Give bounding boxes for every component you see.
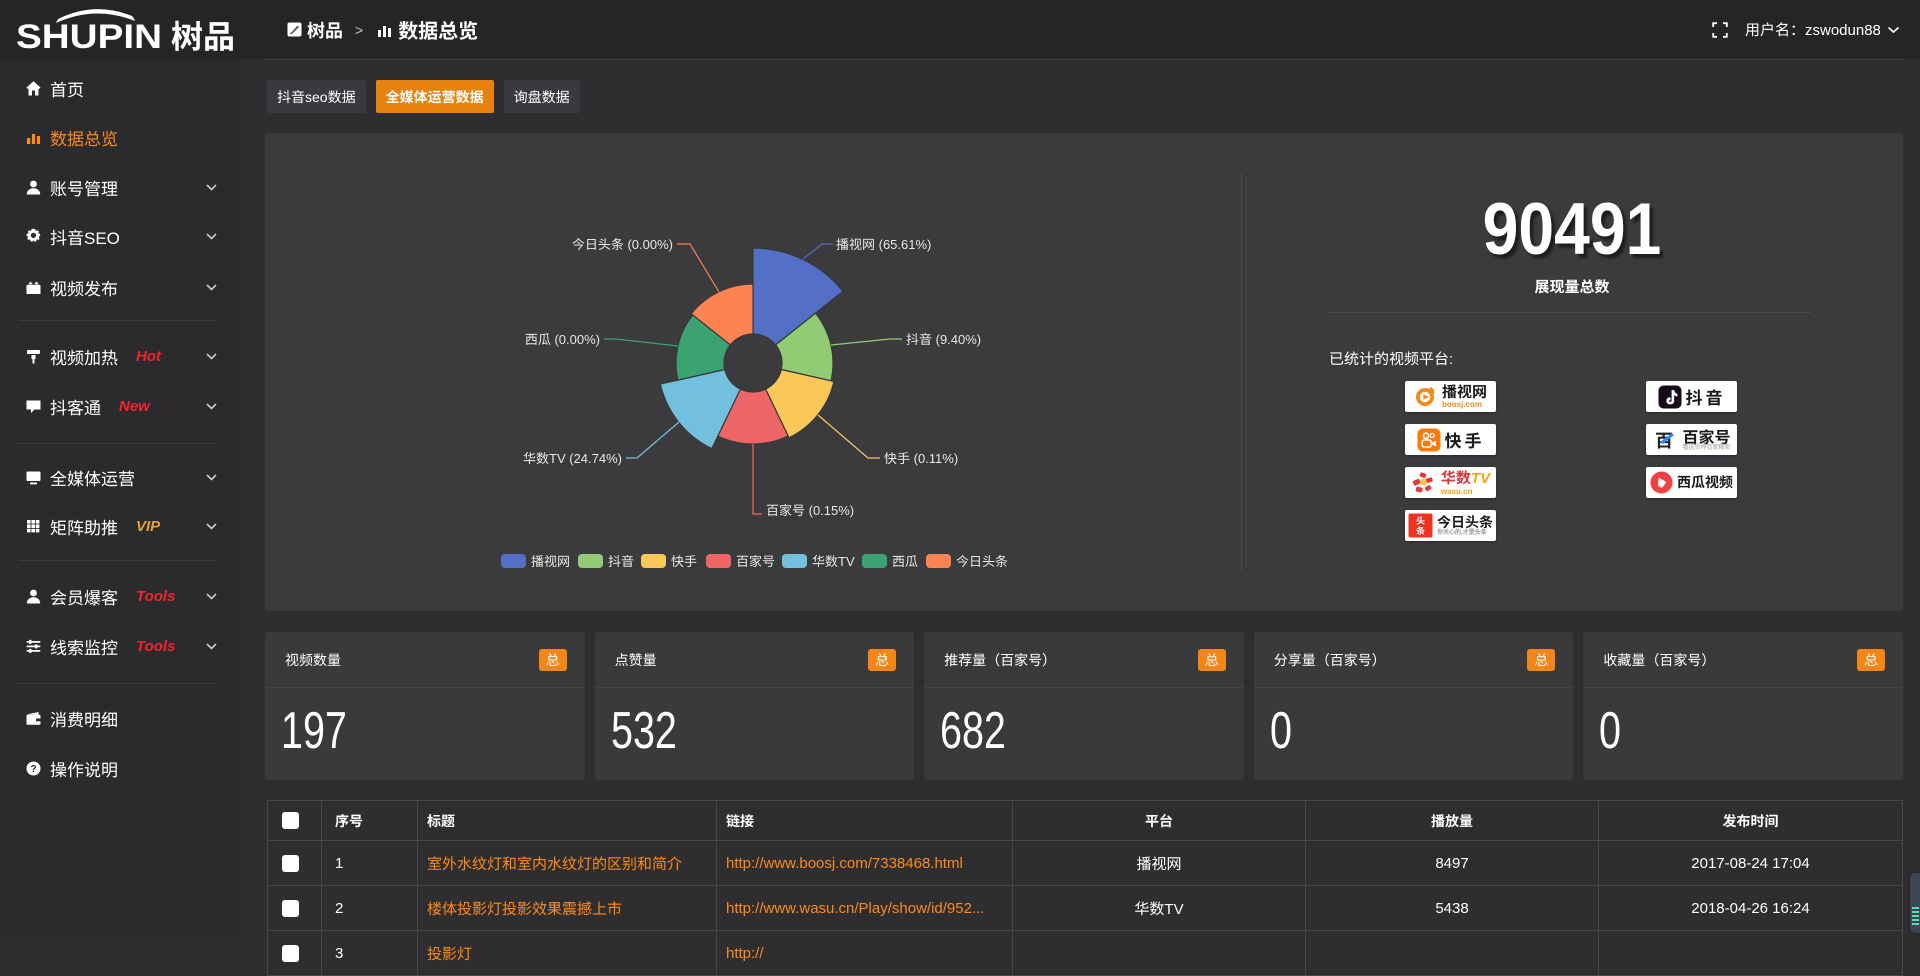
svg-text:今日头条 (0.00%): 今日头条 (0.00%) [572,237,673,252]
svg-text:播视网 (65.61%): 播视网 (65.61%) [836,237,931,252]
svg-text:西瓜 (0.00%): 西瓜 (0.00%) [525,332,600,347]
svg-text:抖音: 抖音 [608,554,634,569]
svg-text:播视网: 播视网 [531,554,570,569]
svg-text:条: 条 [1416,524,1425,537]
svg-text:抖音 (9.40%): 抖音 (9.40%) [906,332,981,347]
svg-text:华数TV: 华数TV [812,554,855,569]
svg-text:树品: 树品 [171,12,235,56]
svg-text:头: 头 [1416,514,1425,527]
svg-text:华数TV (24.74%): 华数TV (24.74%) [523,451,622,466]
svg-text:西瓜: 西瓜 [892,554,918,569]
svg-text:百家号 (0.15%): 百家号 (0.15%) [766,503,854,518]
svg-text:快手: 快手 [671,554,697,569]
svg-text:今日头条: 今日头条 [956,554,1008,569]
svg-text:百家号: 百家号 [736,554,775,569]
svg-text:SHUPIN: SHUPIN [16,18,162,56]
svg-text:?: ? [30,764,36,775]
svg-text:快手 (0.11%): 快手 (0.11%) [884,451,958,466]
